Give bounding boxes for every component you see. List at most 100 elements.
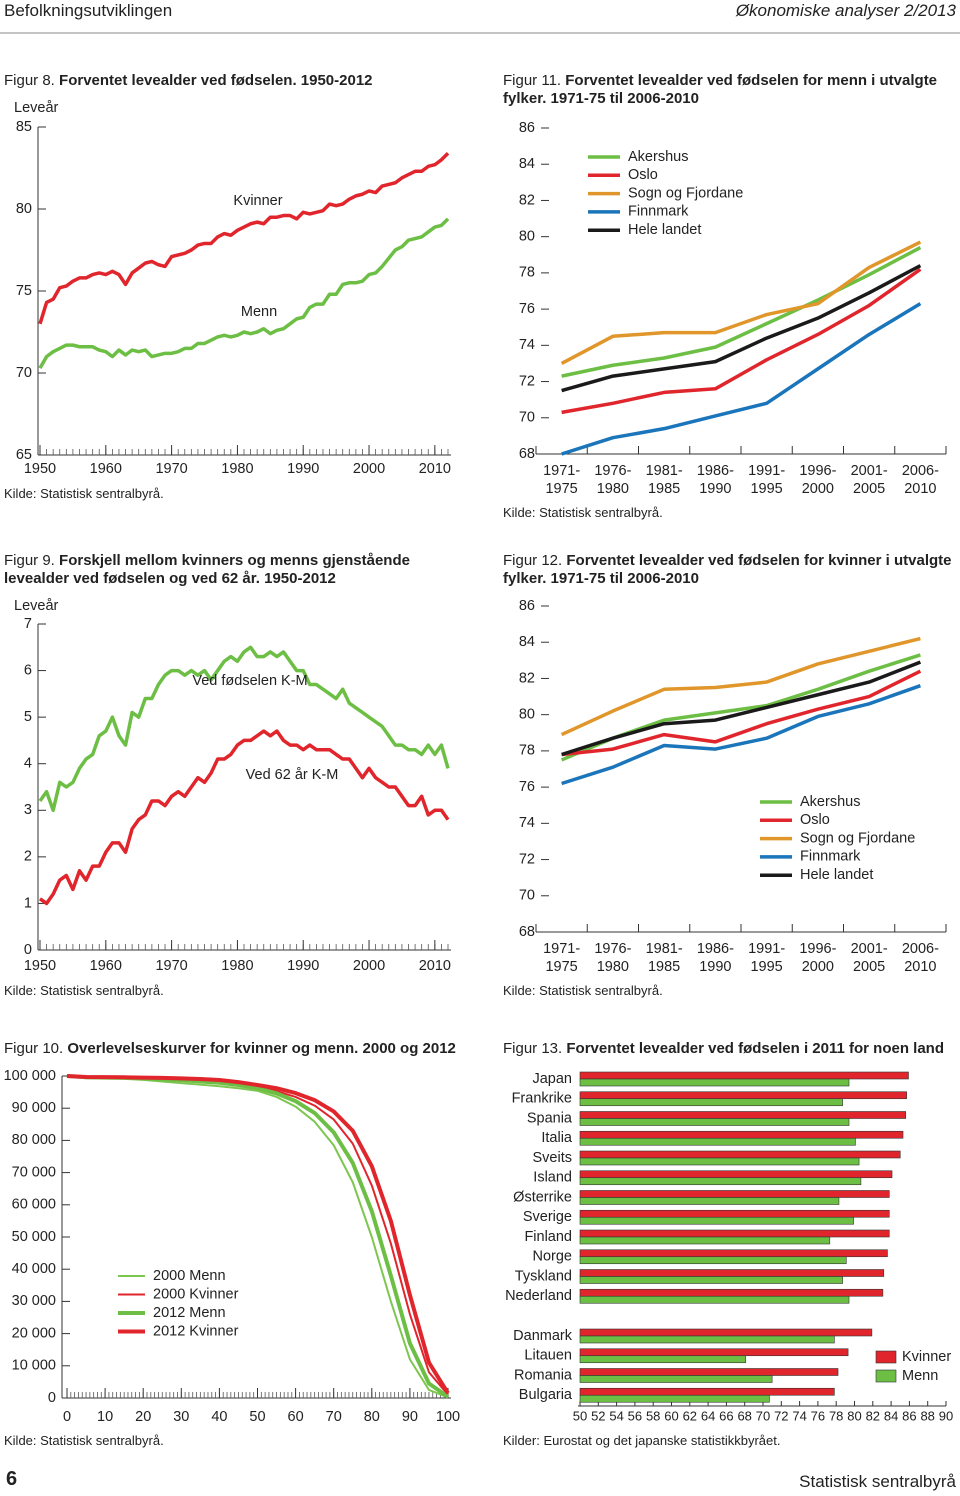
legend-label: Akershus: [800, 794, 860, 810]
x-tick-label: 1996-2000: [799, 941, 837, 975]
x-tick-label: 64: [701, 1408, 715, 1423]
bar: [579, 1394, 770, 1403]
series-line: [66, 1074, 450, 1399]
bar: [579, 1111, 907, 1119]
x-tick-label: 1996-2000: [799, 463, 837, 497]
bar: [579, 1071, 909, 1080]
x-tick-label: 88: [920, 1408, 934, 1423]
y-tick-label: 74: [519, 337, 535, 353]
figure-heading: Figur 11. Forventet levealder ved fødsel…: [503, 72, 958, 108]
legend-label: Hele landet: [800, 867, 873, 883]
legend-label: 2012 Menn: [153, 1305, 226, 1321]
header-right: Økonomiske analyser 2/2013: [735, 1, 956, 20]
x-tick-label: 90: [939, 1408, 953, 1423]
legend-label: 2000 Kvinner: [153, 1286, 239, 1302]
y-tick-label: 75: [16, 283, 32, 299]
y-tick-label: 6: [24, 662, 32, 678]
y-tick-label: 74: [519, 815, 535, 831]
bar: [579, 1229, 890, 1238]
y-tick-label: 68: [519, 446, 535, 462]
x-tick-label: 1976-1980: [594, 941, 632, 975]
x-tick-label: 70: [756, 1408, 770, 1423]
x-tick-label: 2006-2010: [901, 463, 939, 497]
bar: [579, 1256, 847, 1265]
x-tick-label: 1960: [90, 958, 122, 974]
x-tick-label: 1950: [24, 461, 56, 477]
x-tick-label: 1990: [287, 461, 319, 477]
y-tick-label: 5: [24, 709, 32, 725]
legend-label: 2000 Menn: [153, 1268, 226, 1284]
y-tick-label: 2: [24, 849, 32, 865]
x-tick-label: 2000: [353, 461, 385, 477]
x-tick-label: 74: [792, 1408, 806, 1423]
x-tick-label: 2010: [419, 958, 451, 974]
category-label: Nederland: [505, 1288, 572, 1304]
category-label: Sverige: [523, 1209, 572, 1225]
x-tick-label: 86: [902, 1408, 916, 1423]
x-tick-label: 2006-2010: [901, 941, 939, 975]
x-tick-label: 60: [288, 1409, 304, 1425]
category-label: Sveits: [533, 1150, 573, 1166]
x-tick-label: 2001-2005: [850, 463, 888, 497]
bar: [579, 1137, 856, 1146]
bar: [579, 1295, 850, 1304]
y-tick-label: 20 000: [12, 1325, 56, 1341]
bar: [579, 1209, 890, 1218]
figure-title: Overlevelseskurver for kvinner og menn. …: [67, 1040, 456, 1057]
page-number: 6: [6, 1468, 18, 1490]
x-tick-label: 1981-1985: [645, 463, 683, 497]
series-line: [561, 660, 922, 757]
y-tick-label: 60 000: [12, 1197, 56, 1213]
x-tick-label: 100: [436, 1409, 460, 1425]
source-note: Kilder: Eurostat og det japanske statist…: [503, 1433, 781, 1448]
series-line: [66, 1074, 450, 1395]
bar: [579, 1098, 843, 1107]
source-note: Kilde: Statistisk sentralbyrå.: [4, 486, 164, 501]
category-label: Norge: [533, 1249, 573, 1265]
figure-heading: Figur 9. Forskjell mellom kvinners og me…: [4, 552, 464, 588]
category-label: Italia: [541, 1130, 573, 1146]
figure-heading: Figur 13. Forventet levealder ved fødsel…: [503, 1040, 958, 1058]
category-label: Finland: [524, 1229, 572, 1245]
y-tick-label: 84: [519, 156, 535, 172]
x-tick-label: 78: [829, 1408, 843, 1423]
figure-title: Forventet levealder ved fødselen i 2011 …: [566, 1040, 944, 1057]
bar: [579, 1387, 835, 1396]
source-note: Kilde: Statistisk sentralbyrå.: [4, 1433, 164, 1448]
x-tick-label: 40: [211, 1409, 227, 1425]
category-label: Bulgaria: [519, 1387, 573, 1403]
series-line: [38, 217, 450, 369]
series-line: [561, 267, 922, 415]
series-line: [38, 645, 450, 813]
series-label: Ved fødselen K-M: [192, 673, 307, 689]
header-left: Befolkningsutviklingen: [4, 1, 173, 20]
bar: [579, 1130, 904, 1139]
x-tick-label: 1971-1975: [543, 941, 581, 975]
x-tick-label: 52: [591, 1408, 605, 1423]
x-tick-label: 1981-1985: [645, 941, 683, 975]
figure-title: Forventet levealder ved fødselen. 1950-2…: [59, 72, 373, 89]
x-tick-label: 1986-1990: [696, 463, 734, 497]
y-tick-label: 78: [519, 743, 535, 759]
y-tick-label: 72: [519, 851, 535, 867]
category-label: Litauen: [524, 1348, 572, 1364]
y-tick-label: 70: [519, 410, 535, 426]
x-tick-label: 10: [97, 1409, 113, 1425]
figure-number: Figur 11.: [503, 72, 562, 89]
x-tick-label: 1980: [221, 958, 253, 974]
x-tick-label: 1980: [221, 461, 253, 477]
y-tick-label: 90 000: [12, 1100, 56, 1116]
publisher: Statistisk sentralbyrå: [799, 1472, 956, 1491]
y-tick-label: 70 000: [12, 1164, 56, 1180]
series-line: [561, 302, 922, 456]
y-tick-label: 70: [16, 365, 32, 381]
y-tick-label: 80: [16, 201, 32, 217]
x-tick-label: 2000: [353, 958, 385, 974]
y-tick-label: 0: [48, 1390, 56, 1406]
category-label: Spania: [527, 1110, 573, 1126]
source-note: Kilde: Statistisk sentralbyrå.: [4, 983, 164, 998]
series-label: Ved 62 år K-M: [246, 767, 339, 783]
x-tick-label: 20: [135, 1409, 151, 1425]
